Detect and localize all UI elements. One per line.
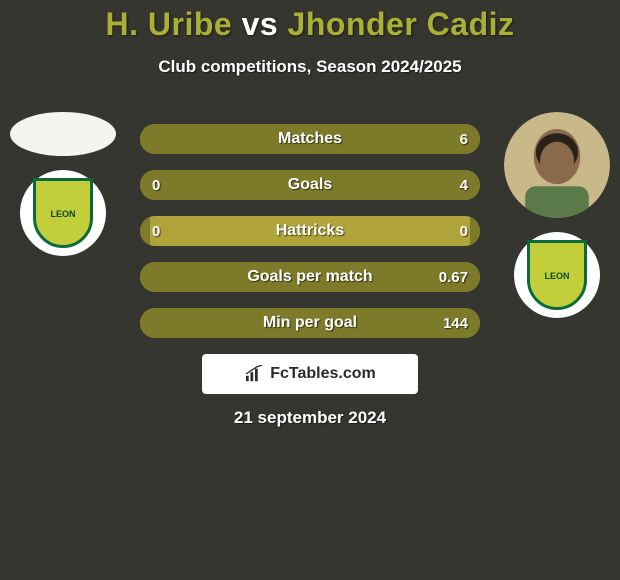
left-avatars: LEON [10,112,116,256]
brand-prefix: Fc [270,365,289,382]
stat-label: Hattricks [140,216,480,246]
stat-value-left: 0 [140,216,172,246]
content-container: H. Uribe vs Jhonder Cadiz Club competiti… [0,0,620,580]
stat-value-right: 0 [448,216,480,246]
player1-club-badge: LEON [20,170,106,256]
stat-value-right: 6 [448,124,480,154]
stat-value-right: 4 [448,170,480,200]
footer-brand: FcTables.com [202,354,418,394]
player1-photo [10,112,116,156]
title-player2: Jhonder Cadiz [288,6,515,42]
stat-value-right: 0.67 [427,262,480,292]
page-title: H. Uribe vs Jhonder Cadiz [0,6,620,43]
player2-club-badge: LEON [514,232,600,318]
stat-row: Matches6 [140,124,480,154]
stat-row: Min per goal144 [140,308,480,338]
date-text: 21 september 2024 [0,408,620,428]
club-name: LEON [50,209,75,219]
title-player1: H. Uribe [105,6,232,42]
stat-fill-right [150,170,480,200]
club-badge-inner: LEON [33,178,93,248]
brand-rest: Tables.com [289,365,376,382]
chart-icon [244,365,266,383]
stat-row: Goals04 [140,170,480,200]
right-avatars: LEON [504,112,610,318]
club-name: LEON [544,271,569,281]
stat-fill-right [140,124,480,154]
stat-bars: Matches6Goals04Hattricks00Goals per matc… [140,124,480,338]
title-vs: vs [242,6,279,42]
stat-value-right: 144 [431,308,480,338]
stat-row: Hattricks0 0 [140,216,480,246]
stat-fill-right [140,308,480,338]
club-badge-inner: LEON [527,240,587,310]
stat-value-left: 0 [140,170,172,200]
subtitle: Club competitions, Season 2024/2025 [0,57,620,77]
player2-photo [504,112,610,218]
stat-row: Goals per match0.67 [140,262,480,292]
player2-photo-placeholder [504,112,610,218]
